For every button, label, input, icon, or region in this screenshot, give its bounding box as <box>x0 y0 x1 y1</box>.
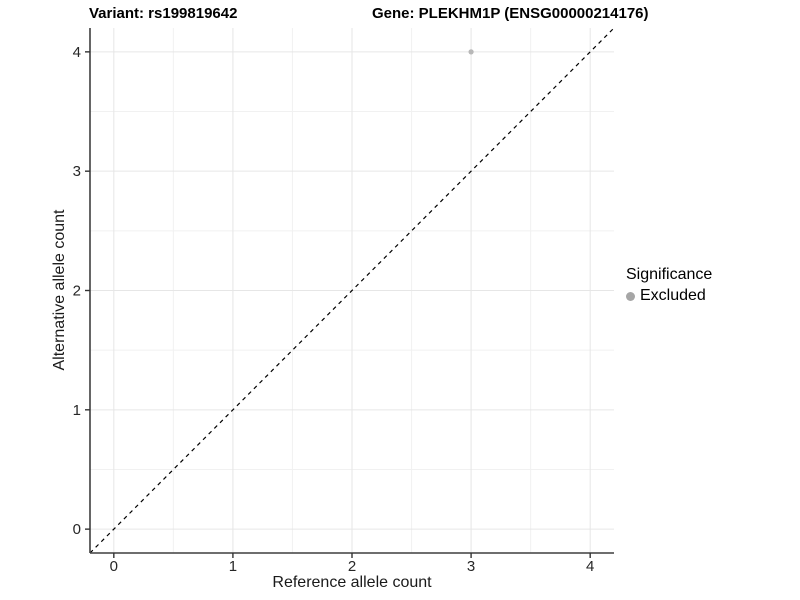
y-tick-label: 3 <box>73 163 81 180</box>
variant-title: Variant: rs199819642 <box>89 5 238 22</box>
legend-item-excluded: Excluded <box>626 287 712 305</box>
gene-title: Gene: PLEKHM1P (ENSG00000214176) <box>372 5 649 22</box>
identity-reference-line <box>89 27 615 554</box>
y-tick-label: 1 <box>73 402 81 419</box>
y-tick-label: 4 <box>73 44 81 61</box>
x-axis-title: Reference allele count <box>272 574 432 591</box>
x-tick-label: 3 <box>467 558 475 575</box>
legend-title: Significance <box>626 266 713 283</box>
y-tick-label: 2 <box>73 283 81 300</box>
x-tick-label: 0 <box>110 558 118 575</box>
y-tick-label: 0 <box>73 521 81 538</box>
legend-item-label: Excluded <box>640 287 706 304</box>
x-tick-label: 4 <box>586 558 594 575</box>
y-axis-title: Alternative allele count <box>51 209 68 371</box>
legend-marker-dot-icon <box>626 291 635 301</box>
legend: Significance Excluded <box>626 266 712 305</box>
x-tick-label: 1 <box>229 558 237 575</box>
data-point-excluded <box>468 49 474 55</box>
x-tick-label: 2 <box>348 558 356 575</box>
